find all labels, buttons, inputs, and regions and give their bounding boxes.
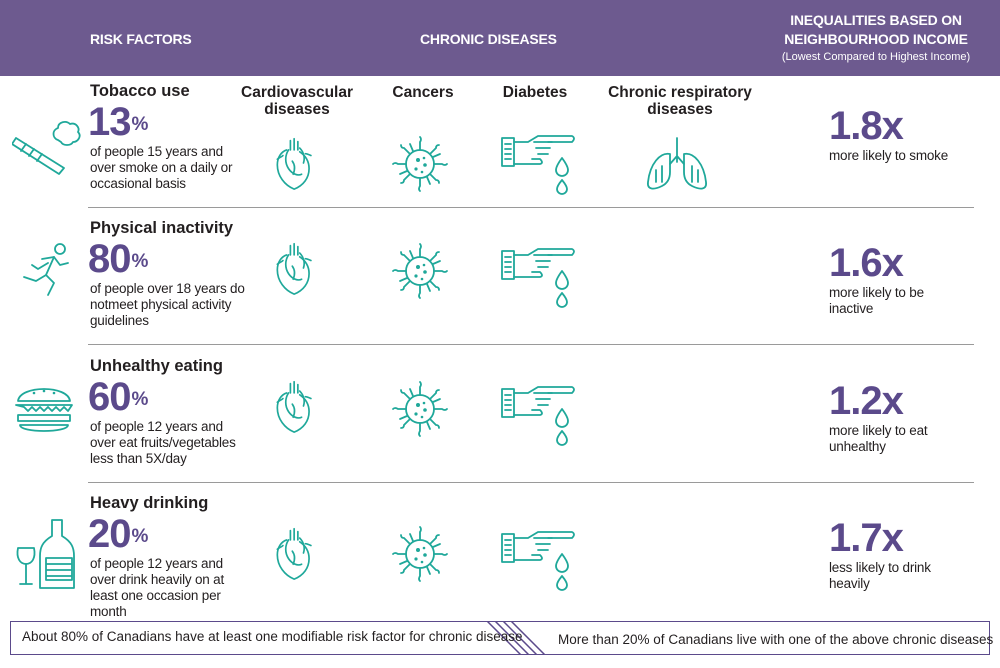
risk-row-physical-inactivity: Physical inactivity 80% of people over 1… [0,219,1000,345]
risk-factor-name: Heavy drinking [90,494,209,512]
inequality-ratio: 1.7x [829,516,904,560]
risk-factor-name: Unhealthy eating [90,357,223,375]
row-divider [88,344,974,345]
cigarette-icon [12,120,82,176]
risk-row-heavy-drinking: Heavy drinking 20% of people 12 years an… [0,494,1000,619]
disease-heading-diabetes: Diabetes [502,84,568,101]
row-divider [88,207,974,208]
inequality-ratio-description: more likely to be inactive [829,285,924,316]
heart-icon [268,239,324,297]
diabetes-hand-icon [500,126,580,196]
header-inequalities-line1: INEQUALITIES BASED ON [790,12,962,28]
risk-factor-percent: 20% [88,512,149,556]
risk-factor-description: of people 15 years and over smoke on a d… [90,144,233,191]
cancer-cell-icon [388,377,452,441]
cancer-cell-icon [388,132,452,196]
disease-heading-cancers: Cancers [392,84,454,101]
burger-icon [12,383,76,439]
bottle-and-glass-icon [14,518,78,590]
risk-factor-percent: 80% [88,237,149,281]
heart-icon [268,377,324,435]
heart-icon [268,524,324,582]
risk-factor-description: of people over 18 years do notmeet physi… [90,281,245,328]
diabetes-hand-icon [500,522,580,592]
inequality-ratio: 1.8x [829,104,904,148]
risk-factor-name: Physical inactivity [90,219,234,237]
diabetes-hand-icon [500,239,580,309]
footer-box [10,621,990,655]
disease-heading-cardiovascular: Cardiovascular diseases [241,84,353,118]
footer-right-text: More than 20% of Canadians live with one… [558,632,994,647]
footer-left-text: About 80% of Canadians have at least one… [22,629,523,644]
cancer-cell-icon [388,239,452,303]
row-divider [88,482,974,483]
risk-factor-name: Tobacco use [90,82,190,100]
inequality-ratio: 1.2x [829,379,904,423]
header-risk-factors: RISK FACTORS [90,31,192,47]
header-inequalities-subtitle: (Lowest Compared to Highest Income) [781,51,971,63]
inequality-ratio-description: more likely to smoke [829,148,949,163]
inequality-ratio-description: less likely to drink heavily [829,560,931,591]
risk-factor-percent: 60% [88,375,149,419]
heart-icon [268,134,324,192]
running-person-icon [18,241,74,299]
diabetes-hand-icon [500,377,580,447]
inequality-ratio: 1.6x [829,241,904,285]
lungs-icon [642,134,712,194]
risk-row-tobacco: Tobacco use 13% of people 15 years and o… [0,82,1000,208]
risk-factor-description: of people 12 years and over drink heavil… [90,556,225,619]
disease-heading-respiratory: Chronic respiratory diseases [608,84,752,118]
risk-factor-percent: 13% [88,100,149,144]
risk-row-unhealthy-eating: Unhealthy eating 60% of people 12 years … [0,357,1000,483]
header-inequalities: INEQUALITIES BASED ON NEIGHBOURHOOD INCO… [760,11,992,65]
inequality-ratio-description: more likely to eat unhealthy [829,423,928,454]
footer-separator-slashes [485,620,565,660]
header-chronic-diseases: CHRONIC DISEASES [420,31,557,47]
cancer-cell-icon [388,522,452,586]
header-bar: RISK FACTORS CHRONIC DISEASES INEQUALITI… [0,0,1000,76]
header-inequalities-line2: NEIGHBOURHOOD INCOME [784,31,968,47]
risk-factor-description: of people 12 years and over eat fruits/v… [90,419,236,466]
